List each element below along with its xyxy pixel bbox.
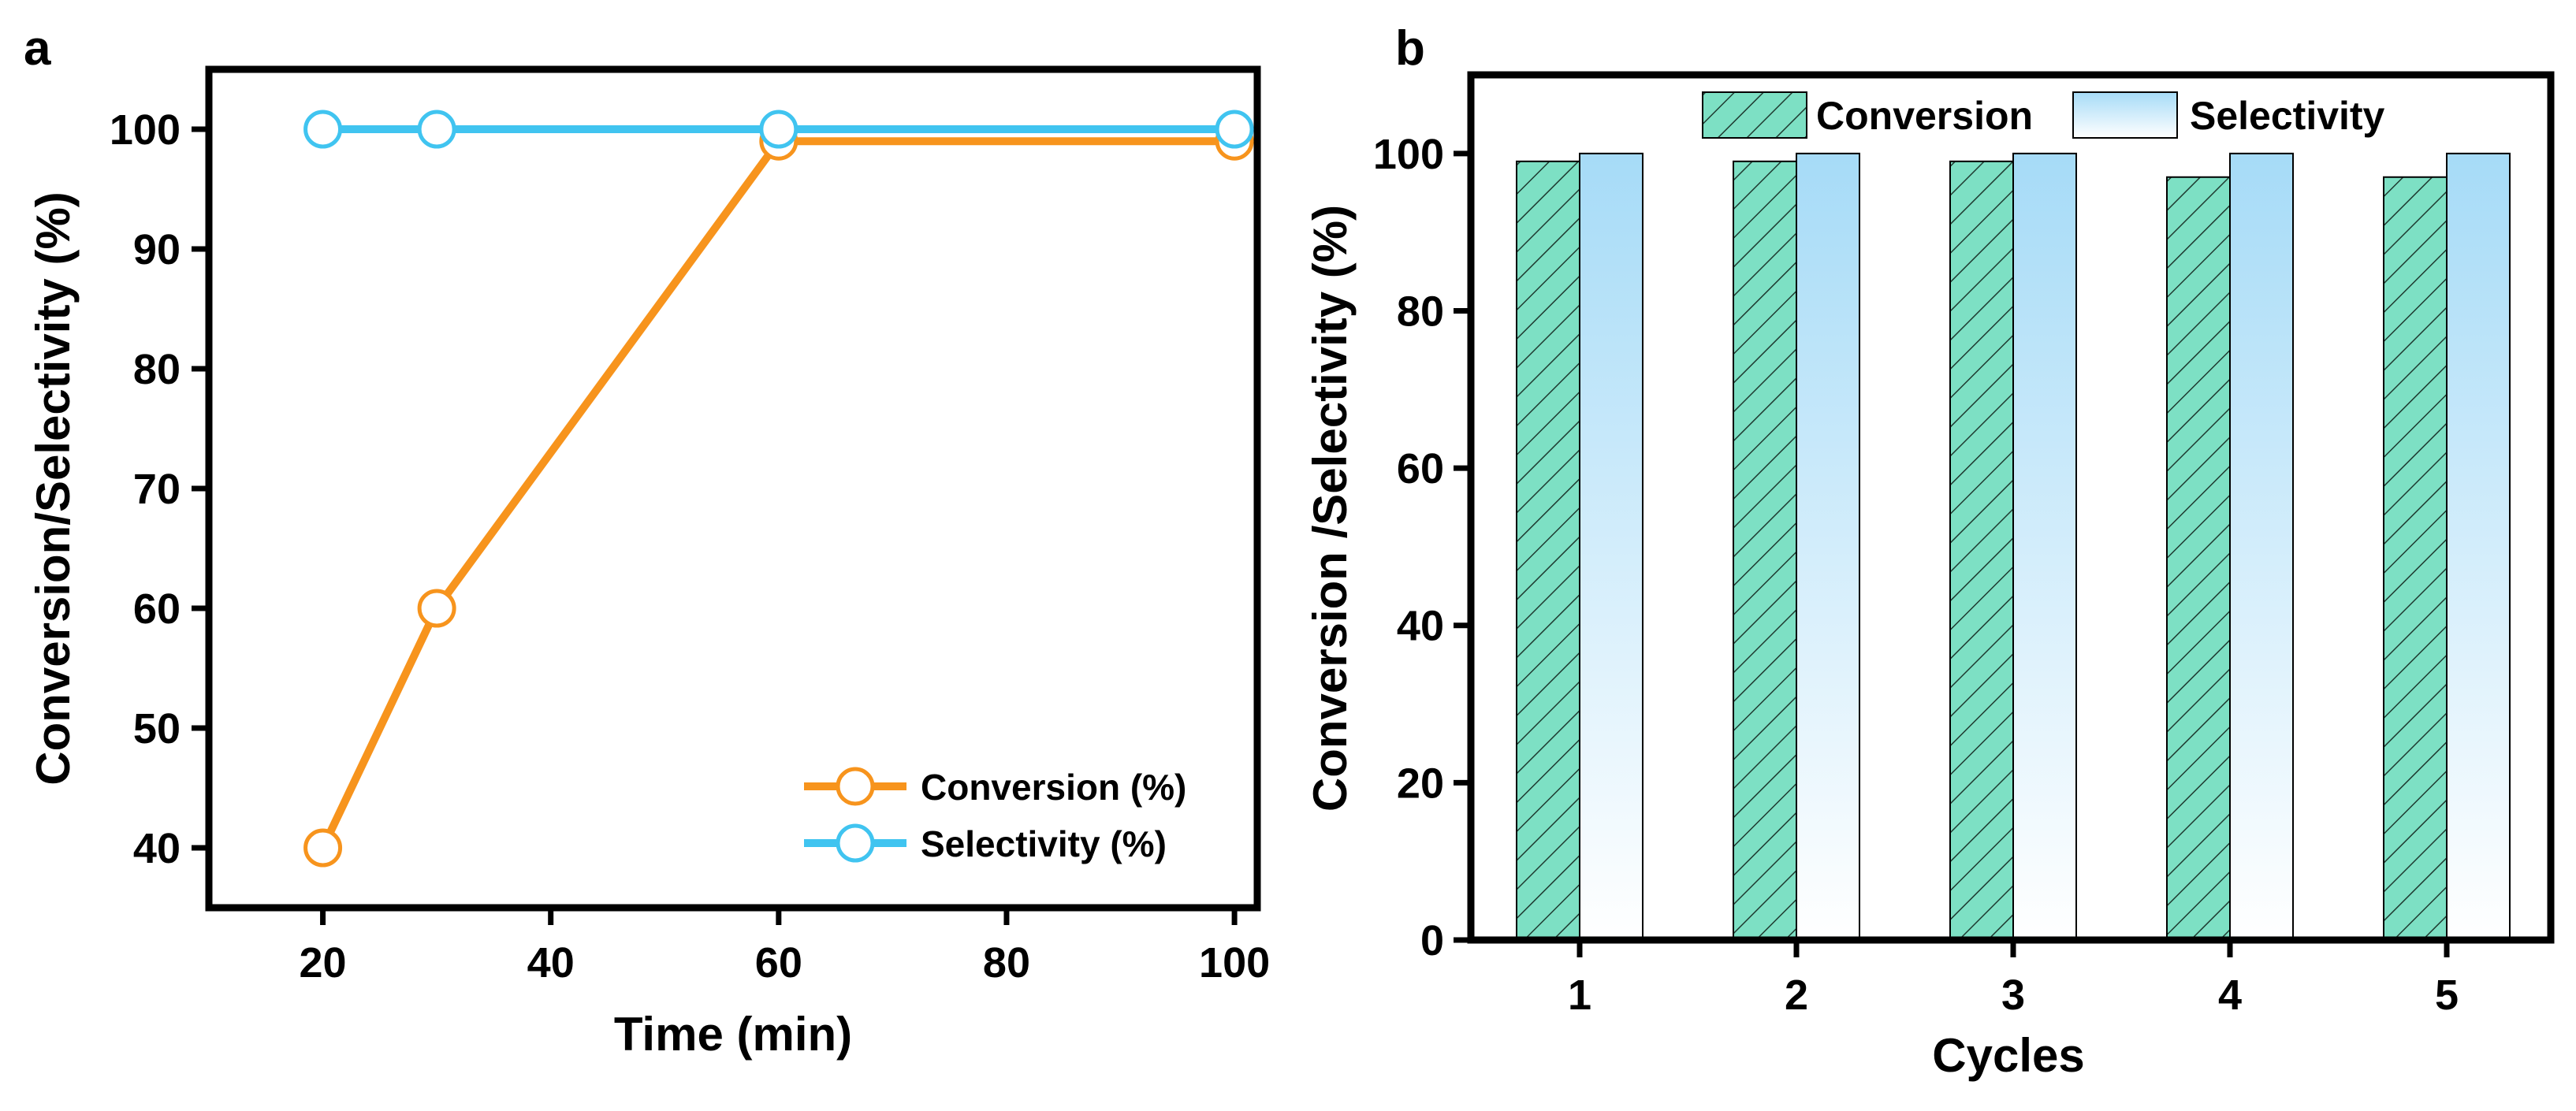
y-tick-label: 0 bbox=[1420, 917, 1444, 964]
y-tick-label: 60 bbox=[133, 585, 181, 633]
selectivity-data-point bbox=[417, 110, 456, 149]
legend-conversion-swatch bbox=[1702, 91, 1807, 139]
y-tick-label: 90 bbox=[133, 226, 181, 273]
conversion-bar bbox=[1516, 160, 1580, 942]
conversion-bar bbox=[1949, 160, 2014, 942]
panel-b-x-axis-title: Cycles bbox=[1932, 1029, 2084, 1082]
panel-b-axes: 1 2 3 4 5 0 20 40 60 80 100 bbox=[1373, 131, 2459, 1019]
y-tick-label: 20 bbox=[1397, 760, 1444, 807]
conversion-bar bbox=[1733, 160, 1797, 942]
panel-a-data-points bbox=[303, 110, 1254, 868]
panel-b-y-axis-title: Conversion /Selectivity (%) bbox=[1304, 205, 1357, 812]
panel-b: b 1 2 3 4 5 0 20 40 60 80 100 Cycles Conversion /S… bbox=[1304, 21, 2555, 1082]
y-tick-label: 50 bbox=[133, 705, 181, 752]
panel-a-axes: 20 40 60 80 100 40 50 60 70 80 90 100 bbox=[110, 106, 1270, 987]
selectivity-data-point bbox=[1215, 110, 1254, 149]
conversion-data-point bbox=[303, 828, 343, 868]
legend-conversion-label: Conversion bbox=[1816, 94, 2033, 138]
legend-selectivity-label: Selectivity bbox=[2190, 94, 2385, 138]
panel-a-x-axis-title: Time (min) bbox=[614, 1008, 852, 1061]
panel-a-letter: a bbox=[24, 21, 51, 76]
selectivity-bar bbox=[2446, 152, 2511, 941]
x-tick-label: 4 bbox=[2218, 972, 2242, 1019]
y-tick-label: 40 bbox=[1397, 603, 1444, 650]
x-tick-label: 3 bbox=[2001, 972, 2025, 1019]
y-tick-label: 70 bbox=[133, 466, 181, 513]
legend-conversion-label: Conversion (%) bbox=[921, 767, 1186, 808]
y-tick-label: 80 bbox=[133, 346, 181, 393]
legend-selectivity-label: Selectivity (%) bbox=[921, 823, 1167, 864]
series-line-conversion bbox=[319, 137, 1235, 850]
y-tick-label: 100 bbox=[110, 106, 181, 154]
x-tick-label: 100 bbox=[1199, 939, 1270, 987]
legend-selectivity-swatch bbox=[2072, 91, 2178, 139]
panel-b-letter: b bbox=[1395, 21, 1425, 76]
panel-b-bars bbox=[1516, 152, 2511, 942]
x-tick-label: 2 bbox=[1785, 972, 1808, 1019]
conversion-bar bbox=[2166, 176, 2231, 942]
selectivity-bar bbox=[1796, 152, 1860, 941]
y-tick-label: 40 bbox=[133, 825, 181, 872]
x-tick-label: 1 bbox=[1568, 972, 1591, 1019]
y-tick-label: 60 bbox=[1397, 445, 1444, 492]
selectivity-data-point bbox=[759, 110, 798, 149]
legend-selectivity-marker bbox=[836, 823, 875, 863]
legend-conversion-marker bbox=[836, 767, 875, 806]
x-tick-label: 20 bbox=[300, 939, 347, 987]
y-tick-label: 100 bbox=[1373, 131, 1444, 178]
selectivity-data-point bbox=[303, 110, 343, 149]
conversion-data-point bbox=[417, 589, 456, 628]
selectivity-bar bbox=[1579, 152, 1644, 941]
y-tick-label: 80 bbox=[1397, 288, 1444, 335]
x-tick-label: 80 bbox=[983, 939, 1030, 987]
x-tick-label: 60 bbox=[755, 939, 802, 987]
conversion-bar bbox=[2383, 176, 2448, 942]
x-tick-label: 40 bbox=[527, 939, 575, 987]
panel-b-legend: Conversion Selectivity bbox=[1702, 91, 2385, 139]
panel-a-legend: Conversion (%) Selectivity (%) bbox=[804, 767, 1186, 864]
panel-a-series-lines bbox=[319, 125, 1235, 850]
panel-a-y-axis-title: Conversion/Selectivity (%) bbox=[27, 191, 80, 786]
x-tick-label: 5 bbox=[2435, 972, 2459, 1019]
selectivity-bar bbox=[2012, 152, 2077, 941]
selectivity-bar bbox=[2229, 152, 2294, 941]
